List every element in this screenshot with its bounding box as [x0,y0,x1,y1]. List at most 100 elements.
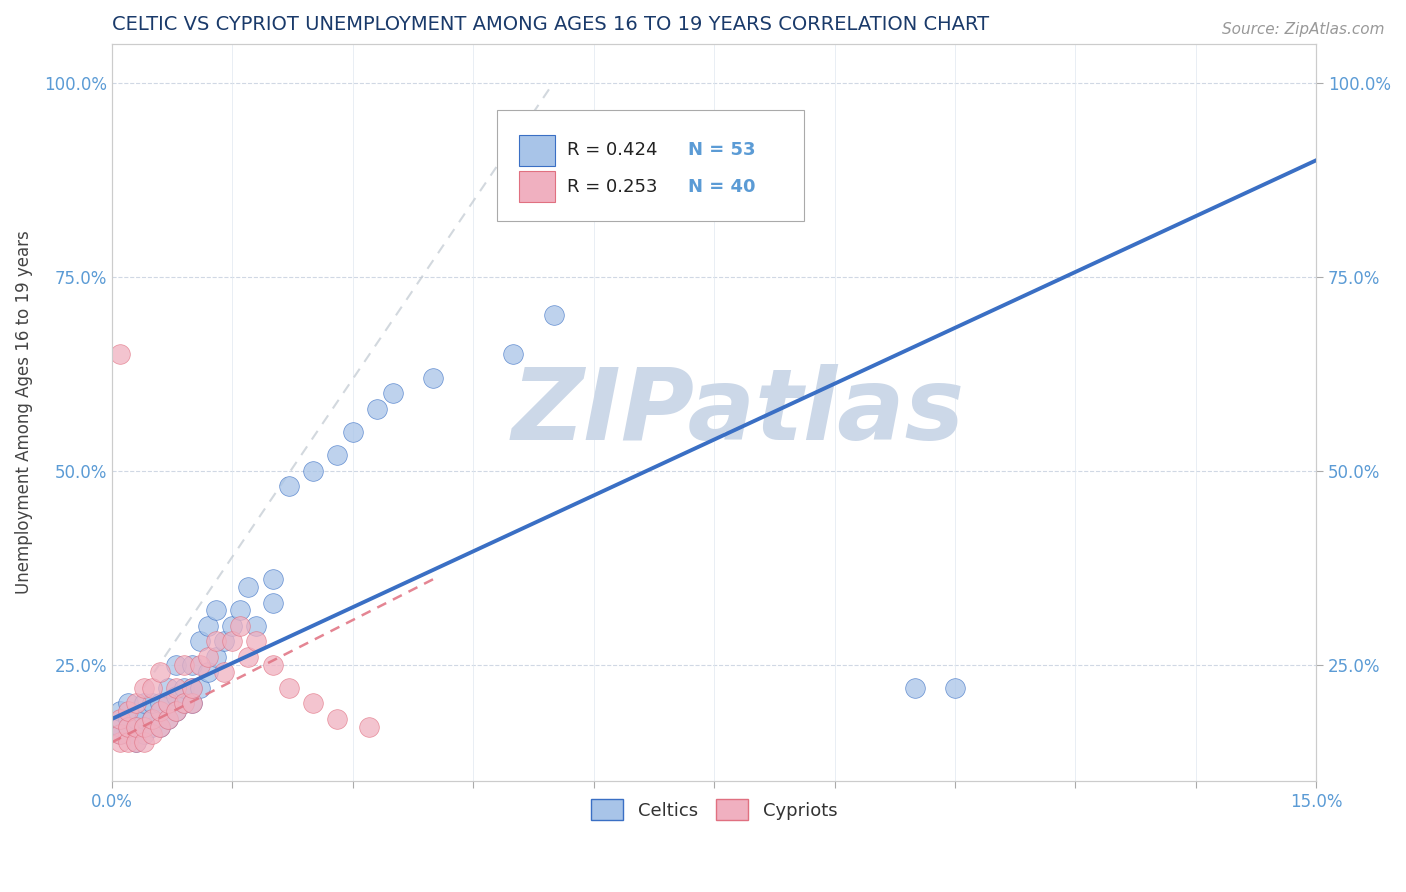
Point [125,697,148,711]
Point [165,704,187,718]
Point [157,697,180,711]
Point [125,735,148,749]
Point [342,425,364,439]
Point [205,649,228,664]
Point [205,603,228,617]
Point [117,704,139,718]
Point [141,727,163,741]
Point [117,697,139,711]
Point [326,448,349,462]
Bar [519,171,555,202]
Point [197,665,219,680]
Point [181,657,204,672]
Point [181,697,204,711]
Point [132,735,155,749]
Point [132,720,155,734]
Text: N = 40: N = 40 [688,178,755,196]
Point [165,681,187,695]
Point [149,697,172,711]
Point [904,681,927,695]
Point [125,712,148,726]
Point [165,689,187,703]
Point [301,464,323,478]
Point [117,720,139,734]
Point [262,572,284,586]
Point [141,712,163,726]
Point [157,712,180,726]
Point [229,603,252,617]
Point [357,720,380,734]
Point [132,727,155,741]
Point [173,697,195,711]
Point [149,704,172,718]
Point [381,386,404,401]
Point [117,727,139,741]
Point [117,735,139,749]
Point [141,697,163,711]
Point [108,735,131,749]
Point [277,479,299,493]
Point [214,665,236,680]
Point [157,697,180,711]
Point [197,649,219,664]
Point [141,712,163,726]
Point [108,704,131,718]
Point [141,720,163,734]
Point [301,697,323,711]
FancyBboxPatch shape [498,111,804,221]
Point [221,634,243,648]
Point [132,712,155,726]
Point [188,657,211,672]
Point [117,720,139,734]
Point [214,634,236,648]
Text: N = 53: N = 53 [688,141,755,159]
Bar [519,135,555,166]
Point [108,727,131,741]
Point [125,735,148,749]
Point [125,720,148,734]
Text: ZIPatlas: ZIPatlas [512,364,965,461]
Point [221,619,243,633]
Point [943,681,966,695]
Point [205,634,228,648]
Point [238,649,260,664]
Point [181,681,204,695]
Point [173,697,195,711]
Point [117,712,139,726]
Point [165,704,187,718]
Y-axis label: Unemployment Among Ages 16 to 19 years: Unemployment Among Ages 16 to 19 years [15,230,32,594]
Point [229,619,252,633]
Point [125,720,148,734]
Point [141,681,163,695]
Point [149,665,172,680]
Point [502,347,524,361]
Point [132,681,155,695]
Point [262,595,284,609]
Point [157,712,180,726]
Point [108,727,131,741]
Point [149,720,172,734]
Point [197,619,219,633]
Text: R = 0.253: R = 0.253 [567,178,658,196]
Text: CELTIC VS CYPRIOT UNEMPLOYMENT AMONG AGES 16 TO 19 YEARS CORRELATION CHART: CELTIC VS CYPRIOT UNEMPLOYMENT AMONG AGE… [112,15,988,34]
Point [173,681,195,695]
Point [245,634,267,648]
Point [108,712,131,726]
Point [181,697,204,711]
Point [188,681,211,695]
Text: R = 0.424: R = 0.424 [567,141,658,159]
Point [149,720,172,734]
Point [543,309,565,323]
Point [277,681,299,695]
Point [245,619,267,633]
Point [132,697,155,711]
Point [238,580,260,594]
Point [173,657,195,672]
Point [108,347,131,361]
Legend: Celtics, Cypriots: Celtics, Cypriots [583,792,845,827]
Text: Source: ZipAtlas.com: Source: ZipAtlas.com [1222,22,1385,37]
Point [188,634,211,648]
Point [165,657,187,672]
Point [108,720,131,734]
Point [326,712,349,726]
